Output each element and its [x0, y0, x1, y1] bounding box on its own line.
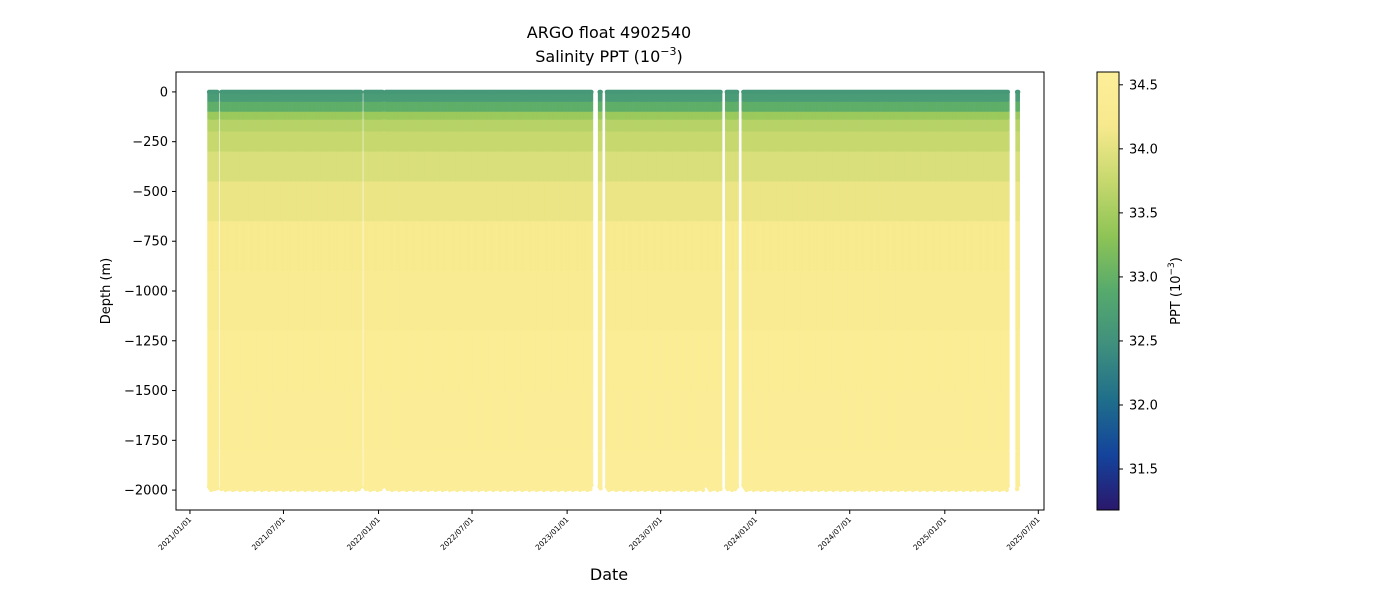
- profile-segment: [359, 330, 363, 391]
- profile-top-point: [380, 89, 385, 95]
- profile-segment: [215, 330, 220, 391]
- profile-segment: [380, 119, 385, 132]
- profile-segment: [215, 181, 220, 222]
- profile-segment: [215, 111, 220, 120]
- profile-segment: [359, 221, 363, 272]
- profile-segment: [359, 111, 363, 120]
- plot-area: [175, 71, 1045, 511]
- profile-bottom-point: [215, 486, 220, 491]
- profile-top-point: [358, 89, 364, 95]
- profile-segment: [380, 101, 385, 112]
- profile-segment: [380, 330, 385, 391]
- profile-segment: [215, 131, 220, 152]
- profile-segment: [215, 221, 220, 272]
- profile-segment: [359, 91, 363, 102]
- profile-segment: [215, 450, 220, 489]
- profile-segment: [359, 101, 363, 112]
- profile-segment: [359, 181, 363, 222]
- profile-segment: [359, 131, 363, 152]
- profile: [358, 89, 364, 489]
- profile-segment: [215, 151, 220, 182]
- profile-segment: [215, 91, 220, 102]
- profile-segment: [380, 181, 385, 222]
- chart-subtitle-prefix: Salinity PPT (10: [535, 47, 660, 66]
- profile-segment: [380, 390, 385, 451]
- profile-segment: [359, 119, 363, 132]
- profile-segment: [380, 221, 385, 272]
- profile-segment: [215, 101, 220, 112]
- chart-subtitle-exponent: −3: [660, 45, 676, 58]
- profile: [380, 89, 385, 489]
- profile-segment: [215, 271, 220, 331]
- profile-segment: [359, 271, 363, 331]
- profile-bottom-point: [358, 484, 364, 489]
- profile-segment: [359, 390, 363, 451]
- profiles-layer: [206, 89, 1021, 493]
- profile-segment: [359, 151, 363, 182]
- chart-title: ARGO float 4902540: [527, 23, 691, 42]
- profile-segment: [380, 151, 385, 182]
- profile-segment: [215, 119, 220, 132]
- profile-segment: [380, 450, 385, 487]
- profile-segment: [215, 390, 220, 451]
- profile-segment: [380, 271, 385, 331]
- profile-segment: [380, 91, 385, 102]
- chart-subtitle: Salinity PPT (10−3): [535, 45, 683, 66]
- profile-segment: [380, 111, 385, 120]
- profile-segment: [359, 450, 363, 487]
- profile-segment: [380, 131, 385, 152]
- profile: [215, 89, 220, 491]
- chart-subtitle-suffix: ): [677, 47, 683, 66]
- profile-top-point: [215, 89, 220, 95]
